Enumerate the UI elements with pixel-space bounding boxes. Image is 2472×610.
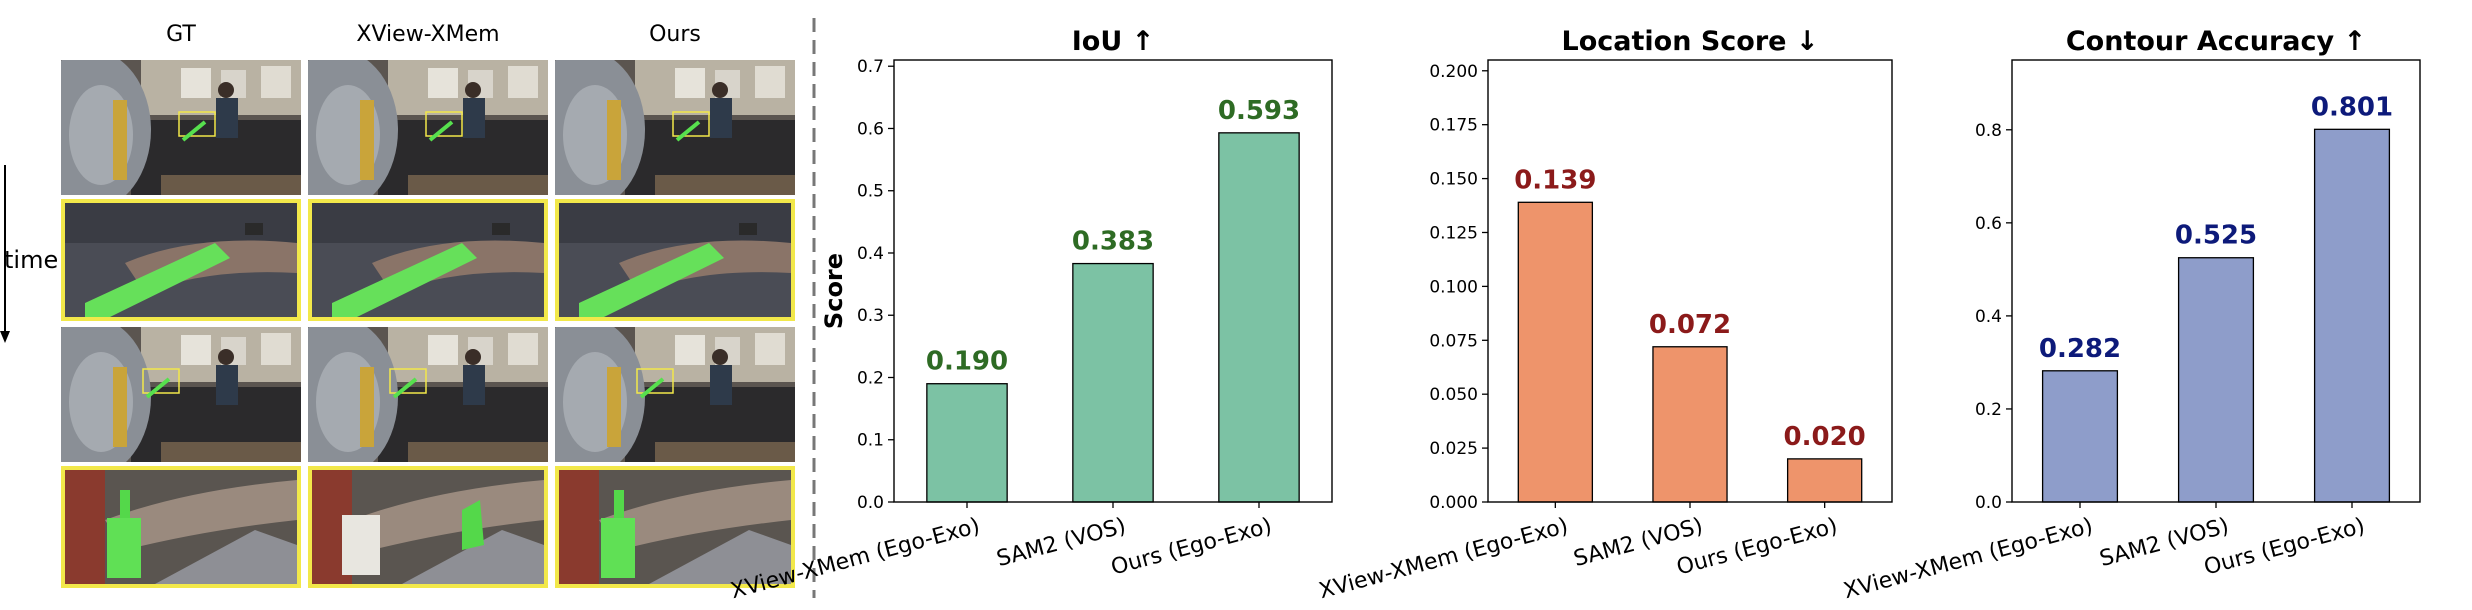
bar xyxy=(2313,128,2391,503)
chart-title: Location Score ↓ xyxy=(1562,26,1819,57)
x-tick-label: SAM2 (VOS) xyxy=(994,514,1128,572)
bar-value-label: 0.282 xyxy=(2039,334,2121,364)
y-tick-label: 0.6 xyxy=(1975,214,2002,234)
y-tick-label: 0.200 xyxy=(1429,62,1478,82)
frame-wide-xview-2 xyxy=(308,327,548,462)
y-tick-label: 0.2 xyxy=(1975,400,2002,420)
column-header-ours: Ours xyxy=(649,22,701,47)
chart-title: IoU ↑ xyxy=(1072,26,1155,57)
bar xyxy=(1072,262,1154,503)
y-tick-label: 0.8 xyxy=(1975,121,2002,141)
bar xyxy=(1652,346,1728,503)
bar-value-label: 0.139 xyxy=(1514,165,1596,195)
y-tick-label: 0.0 xyxy=(1975,493,2002,513)
bar xyxy=(1786,458,1863,503)
plot-frame xyxy=(1487,59,1893,503)
y-tick-label: 0.050 xyxy=(1429,385,1478,405)
chart-title: Contour Accuracy ↑ xyxy=(2066,26,2366,57)
y-tick-label: 0.5 xyxy=(857,182,884,202)
y-tick-label: 0.025 xyxy=(1429,439,1478,459)
y-tick-label: 0.1 xyxy=(857,431,884,451)
y-tick-label: 0.075 xyxy=(1429,331,1478,351)
frame-wide-ours-2 xyxy=(555,327,795,462)
frame-crop-gt-1 xyxy=(61,199,301,321)
frame-crop-xview-1 xyxy=(308,199,548,321)
frame-wide-ours-1 xyxy=(555,60,795,195)
x-tick-label: Ours (Ego-Exo) xyxy=(1108,514,1274,581)
bar-value-label: 0.072 xyxy=(1649,310,1731,340)
contour-accuracy-chart: Contour Accuracy ↑0.00.20.40.60.80.282XV… xyxy=(1841,26,2421,604)
column-header-xview-xmem: XView-XMem xyxy=(356,22,500,47)
bar-value-label: 0.525 xyxy=(2175,221,2257,251)
y-tick-label: 0.125 xyxy=(1429,223,1478,243)
y-tick-label: 0.175 xyxy=(1429,116,1478,136)
y-tick-label: 0.3 xyxy=(857,306,884,326)
bar-value-label: 0.190 xyxy=(926,347,1008,377)
frame-wide-xview-1 xyxy=(308,60,548,195)
qualitative-image-grid: GT XView-XMem Ours time xyxy=(0,0,800,610)
y-axis-label: Score xyxy=(820,253,848,329)
plot-frame xyxy=(2011,59,2421,503)
iou-chart: IoU ↑Score0.00.10.20.30.40.50.60.70.190X… xyxy=(728,26,1333,604)
location-score-chart: Location Score ↓ 0.000 0.025 0.050 0.075 0.10… xyxy=(1316,26,1893,604)
y-tick-label: 0.0 xyxy=(857,493,884,513)
time-arrow-icon xyxy=(0,165,10,343)
time-label: time xyxy=(4,246,59,274)
frame-wide-gt-1 xyxy=(61,60,301,195)
frame-crop-xview-2 xyxy=(308,466,548,588)
y-tick-label: 0.4 xyxy=(1975,307,2002,327)
bar xyxy=(926,383,1008,503)
y-tick-label: 0.000 xyxy=(1429,493,1478,513)
y-tick-label: 0.2 xyxy=(857,368,884,388)
y-tick-label: 0.150 xyxy=(1429,170,1478,190)
bar xyxy=(1517,201,1594,503)
panel-separator xyxy=(812,18,816,598)
bar xyxy=(2041,370,2119,503)
bar xyxy=(1218,132,1300,503)
bar-value-label: 0.593 xyxy=(1218,96,1300,126)
bar xyxy=(2177,257,2255,503)
plot-frame xyxy=(893,59,1333,503)
y-tick-label: 0.100 xyxy=(1429,277,1478,297)
y-tick-label: 0.4 xyxy=(857,244,884,264)
bar-value-label: 0.020 xyxy=(1784,422,1866,452)
y-tick-label: 0.7 xyxy=(857,57,884,77)
frame-crop-ours-2 xyxy=(555,466,795,588)
frame-wide-gt-2 xyxy=(61,327,301,462)
frame-crop-ours-1 xyxy=(555,199,795,321)
bar-value-label: 0.801 xyxy=(2311,92,2393,122)
frame-crop-gt-2 xyxy=(61,466,301,588)
y-tick-label: 0.6 xyxy=(857,119,884,139)
bar-value-label: 0.383 xyxy=(1072,227,1154,257)
column-header-gt: GT xyxy=(166,22,196,47)
